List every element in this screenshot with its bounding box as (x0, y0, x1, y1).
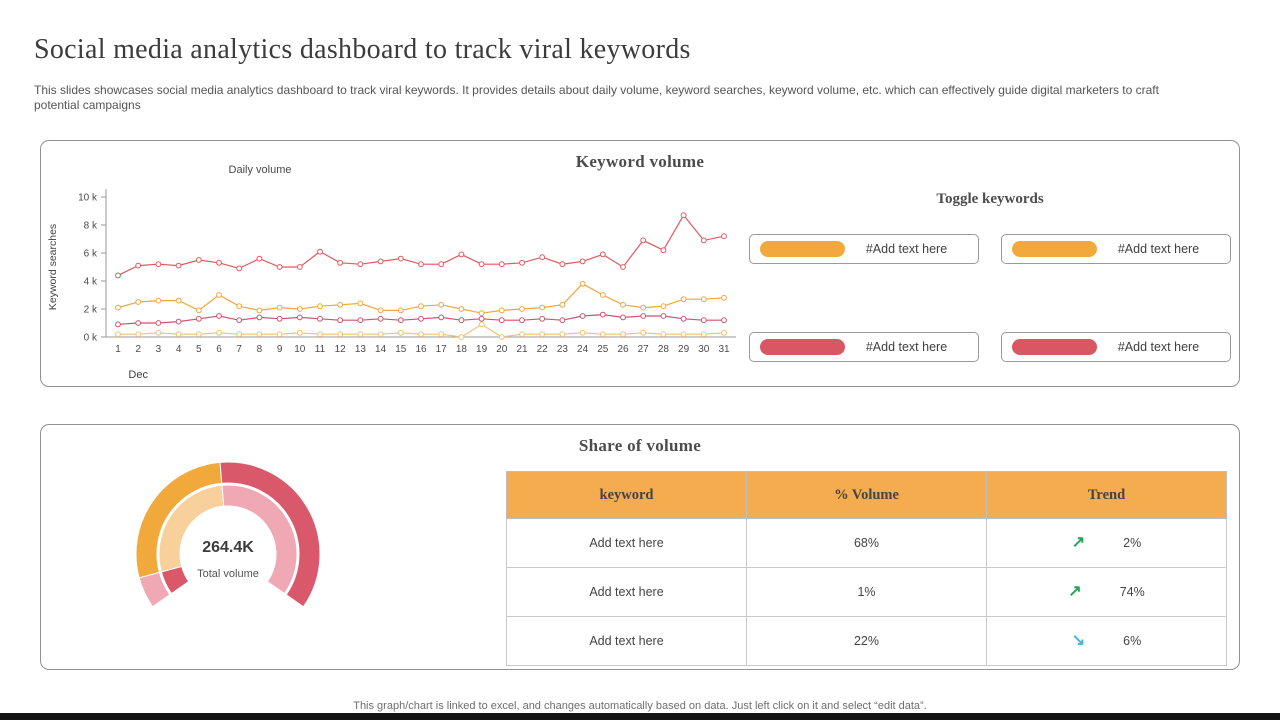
keyword-toggle-label: #Add text here (1117, 340, 1200, 354)
keyword-volume-title: Keyword volume (575, 152, 705, 171)
keyword-color-swatch (1012, 339, 1097, 355)
cell-volume: 68% (746, 518, 987, 568)
svg-text:29: 29 (678, 344, 690, 355)
header-volume: % Volume (746, 471, 987, 519)
toggle-keywords-title: Toggle keywords (936, 191, 1044, 207)
table-row: Add text here 1% 74% (506, 567, 1227, 617)
trend-arrow-icon (1072, 535, 1085, 551)
total-volume-value: 264.4K (202, 539, 254, 556)
svg-text:4 k: 4 k (84, 277, 98, 288)
keyword-toggle-label: #Add text here (865, 242, 948, 256)
keyword-toggle-2[interactable]: #Add text here (1001, 234, 1231, 264)
svg-text:Daily volume: Daily volume (229, 164, 292, 176)
svg-text:Dec: Dec (128, 369, 148, 381)
svg-text:24: 24 (577, 344, 589, 355)
header-trend: Trend (986, 471, 1227, 519)
cell-keyword: Add text here (506, 567, 747, 617)
svg-text:11: 11 (315, 344, 326, 355)
svg-text:2 k: 2 k (84, 305, 98, 316)
svg-text:16: 16 (415, 344, 427, 355)
excel-link-note: This graph/chart is linked to excel, and… (353, 700, 927, 712)
toggle-keywords-grid: #Add text here #Add text here #Add text … (749, 234, 1231, 362)
svg-text:14: 14 (375, 344, 387, 355)
keyword-toggle-3[interactable]: #Add text here (749, 332, 979, 362)
svg-text:26: 26 (617, 344, 629, 355)
cell-volume: 1% (746, 567, 987, 617)
trend-value: 74% (1119, 585, 1145, 599)
page-subtitle: This slides showcases social media analy… (34, 83, 1159, 112)
svg-text:17: 17 (436, 344, 448, 355)
page-title: Social media analytics dashboard to trac… (34, 34, 691, 65)
keyword-toggle-label: #Add text here (865, 340, 948, 354)
trend-arrow-icon (1072, 633, 1085, 649)
svg-text:18: 18 (456, 344, 468, 355)
trend-value: 2% (1123, 536, 1142, 550)
svg-text:25: 25 (597, 344, 609, 355)
svg-text:6: 6 (216, 344, 222, 355)
svg-text:8: 8 (257, 344, 263, 355)
cell-trend: 74% (986, 567, 1227, 617)
svg-text:15: 15 (395, 344, 407, 355)
toggle-keywords-area: Toggle keywords #Add text here #Add text… (749, 191, 1231, 362)
header-keyword: keyword (506, 471, 747, 519)
svg-text:28: 28 (658, 344, 670, 355)
svg-text:8 k: 8 k (84, 221, 98, 232)
trend-value: 6% (1123, 634, 1142, 648)
table-row: Add text here 68% 2% (506, 518, 1227, 568)
svg-text:Keyword searches: Keyword searches (47, 224, 59, 310)
svg-text:13: 13 (355, 344, 367, 355)
keyword-color-swatch (760, 241, 845, 257)
cell-trend: 6% (986, 616, 1227, 666)
keyword-toggle-1[interactable]: #Add text here (749, 234, 979, 264)
total-volume-gauge[interactable]: 264.4K Total volume (113, 459, 343, 613)
svg-text:10 k: 10 k (78, 193, 98, 204)
gauge-donut-chart[interactable] (113, 459, 343, 613)
cell-keyword: Add text here (506, 616, 747, 666)
share-of-volume-table[interactable]: keyword % Volume Trend Add text here 68%… (506, 471, 1227, 666)
keyword-toggle-label: #Add text here (1117, 242, 1200, 256)
svg-text:4: 4 (176, 344, 182, 355)
svg-text:9: 9 (277, 344, 283, 355)
svg-text:27: 27 (638, 344, 650, 355)
svg-text:30: 30 (698, 344, 710, 355)
keyword-volume-line-chart[interactable]: 0 k2 k4 k6 k8 k10 k1 2 3 4 5 6 7 8 9 10 11 12 13 14 15… (43, 151, 743, 383)
svg-text:21: 21 (516, 344, 528, 355)
svg-text:19: 19 (476, 344, 488, 355)
share-of-volume-title: Share of volume (578, 436, 702, 455)
cell-volume: 22% (746, 616, 987, 666)
table-header-row: keyword % Volume Trend (506, 471, 1227, 519)
svg-text:23: 23 (557, 344, 569, 355)
table-row: Add text here 22% 6% (506, 616, 1227, 666)
svg-text:5: 5 (196, 344, 202, 355)
svg-text:7: 7 (236, 344, 242, 355)
trend-arrow-icon (1068, 584, 1081, 600)
bottom-accent-bar (0, 713, 1280, 720)
svg-text:1: 1 (115, 344, 121, 355)
keyword-toggle-4[interactable]: #Add text here (1001, 332, 1231, 362)
share-of-volume-panel: Share of volume 264.4K Total volume keyw… (40, 424, 1240, 670)
cell-keyword: Add text here (506, 518, 747, 568)
cell-trend: 2% (986, 518, 1227, 568)
svg-text:22: 22 (537, 344, 549, 355)
svg-text:6 k: 6 k (84, 249, 98, 260)
svg-text:2: 2 (135, 344, 141, 355)
keyword-color-swatch (1012, 241, 1097, 257)
svg-text:3: 3 (156, 344, 162, 355)
total-volume-label: Total volume (197, 568, 259, 580)
gauge-center: 264.4K Total volume (113, 539, 343, 580)
svg-text:31: 31 (718, 344, 730, 355)
svg-text:10: 10 (294, 344, 306, 355)
svg-text:20: 20 (496, 344, 508, 355)
keyword-color-swatch (760, 339, 845, 355)
svg-text:0 k: 0 k (84, 333, 98, 344)
svg-text:12: 12 (335, 344, 347, 355)
